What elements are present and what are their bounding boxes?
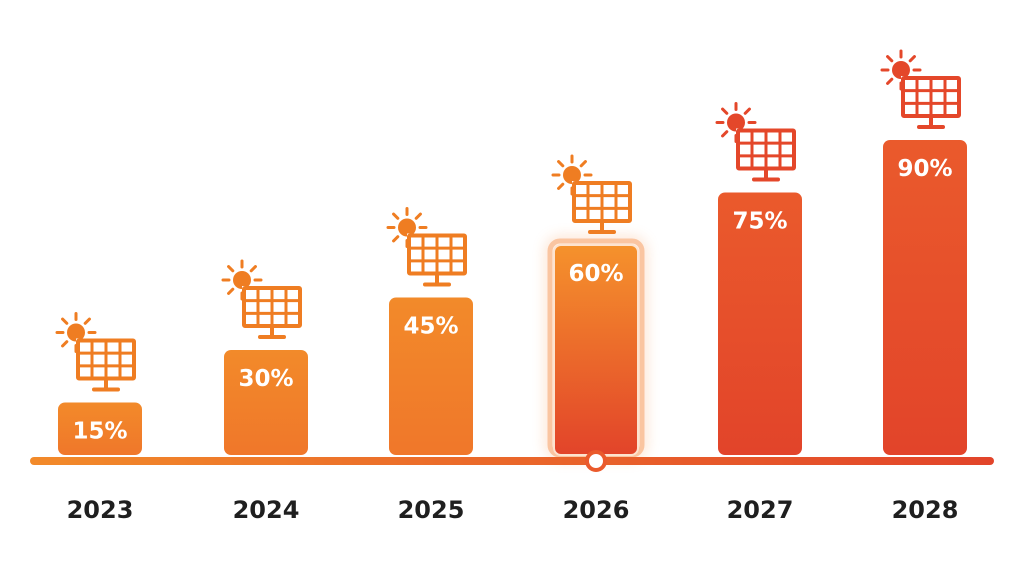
bar-2028	[883, 140, 967, 455]
bars-layer	[58, 140, 967, 458]
bar-value-label: 30%	[238, 366, 293, 392]
bar-2024	[224, 350, 308, 455]
bar-value-label: 15%	[72, 419, 127, 445]
timeline-marker	[585, 450, 607, 472]
bar-2023	[58, 402, 142, 455]
bar-2027	[718, 192, 802, 455]
x-tick-label: 2028	[892, 496, 959, 524]
x-tick-label: 2024	[233, 496, 300, 524]
bar-value-label: 60%	[568, 261, 623, 287]
marker-layer	[585, 450, 607, 472]
x-tick-label: 2023	[67, 496, 134, 524]
x-tick-label: 2027	[727, 496, 794, 524]
bar-value-label: 75%	[732, 209, 787, 235]
bar-value-label: 45%	[403, 314, 458, 340]
sun-icon	[221, 259, 263, 301]
solar-panel-icon	[880, 49, 961, 129]
x-axis-line	[30, 457, 994, 465]
solar-panel-icon	[55, 312, 136, 392]
solar-panel-icon	[386, 207, 467, 287]
labels-layer: 15% 2023 30% 2024 45% 2025 60% 2026 75% 2027 90% 20…	[67, 156, 959, 524]
icons-layer	[55, 49, 961, 392]
bar-value-label: 90%	[897, 156, 952, 182]
solar-panel-icon	[221, 259, 302, 339]
bar-2025	[389, 297, 473, 455]
solar-panel-icon	[715, 102, 796, 182]
x-tick-label: 2025	[398, 496, 465, 524]
x-tick-label: 2026	[563, 496, 630, 524]
solar-panel-icon	[551, 154, 632, 234]
